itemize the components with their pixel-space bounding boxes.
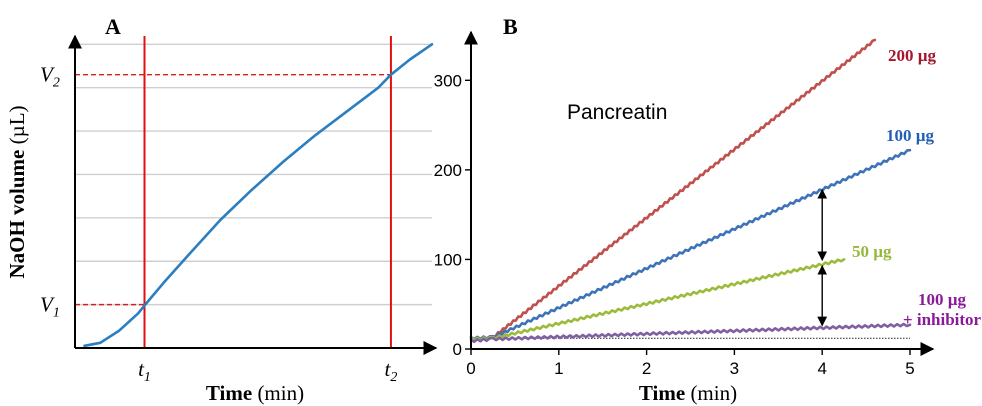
panel-b-annotation: Pancreatin [567, 101, 667, 124]
panel-b-series-labels: 200 µg 100 µg 50 µg 100 µg + inhibitor [852, 46, 982, 329]
panel-a-y-tick-label: V1 [40, 293, 60, 321]
panel-a-series [83, 42, 434, 348]
panel-a: t1 t2 V1 V2 A NaOH volume (µL) Time (min) [5, 14, 438, 405]
panel-b-series-line-3 [469, 322, 912, 344]
panel-a-ticks: t1 t2 V1 V2 [40, 63, 397, 385]
panel-a-volume-curve [83, 42, 434, 348]
panel-b-y-tick-label: 0 [453, 340, 462, 359]
panel-a-markers [75, 36, 392, 348]
panel-a-x-tick-label: t2 [385, 357, 398, 385]
panel-b-x-axis-label: Time (min) [639, 381, 737, 405]
panel-b-y-tick-label: 100 [434, 250, 462, 269]
panel-b-x-tick-label: 5 [905, 359, 914, 378]
panel-b-y-tick-label: 300 [434, 71, 462, 90]
panel-a-label: A [105, 14, 121, 39]
panel-b-series-line-0 [469, 38, 877, 341]
panel-b-x-tick-label: 0 [466, 359, 475, 378]
panel-b-x-tick-label: 3 [730, 359, 739, 378]
panel-b-x-tick-label: 4 [817, 359, 826, 378]
panel-b-series-label-1: 100 µg [886, 126, 935, 145]
panel-a-y-tick-label: V2 [40, 63, 60, 91]
panel-b-series [469, 38, 912, 344]
panel-b-y-tick-label: 200 [434, 161, 462, 180]
panel-b-ticks: 0 1 2 3 4 5 0 100 200 300 [434, 71, 915, 378]
panel-a-grid [75, 43, 432, 306]
panel-b: 0 1 2 3 4 5 0 100 200 300 200 µg 100 µg 50 µg 100 µg… [434, 14, 982, 405]
panel-b-series-label-3: 100 µg + inhibitor [903, 290, 982, 329]
panel-b-label: B [503, 14, 518, 39]
panel-a-x-tick-label: t1 [138, 357, 151, 385]
panel-a-x-axis-label: Time (min) [206, 381, 304, 405]
panel-b-x-tick-label: 1 [554, 359, 563, 378]
panel-b-series-line-2 [469, 258, 846, 342]
panel-b-series-label-2: 50 µg [852, 242, 892, 261]
panel-b-series-line-1 [469, 148, 912, 341]
panel-a-y-axis-label: NaOH volume (µL) [5, 105, 29, 278]
panel-b-series-label-0: 200 µg [888, 46, 937, 65]
panel-b-x-tick-label: 2 [642, 359, 651, 378]
